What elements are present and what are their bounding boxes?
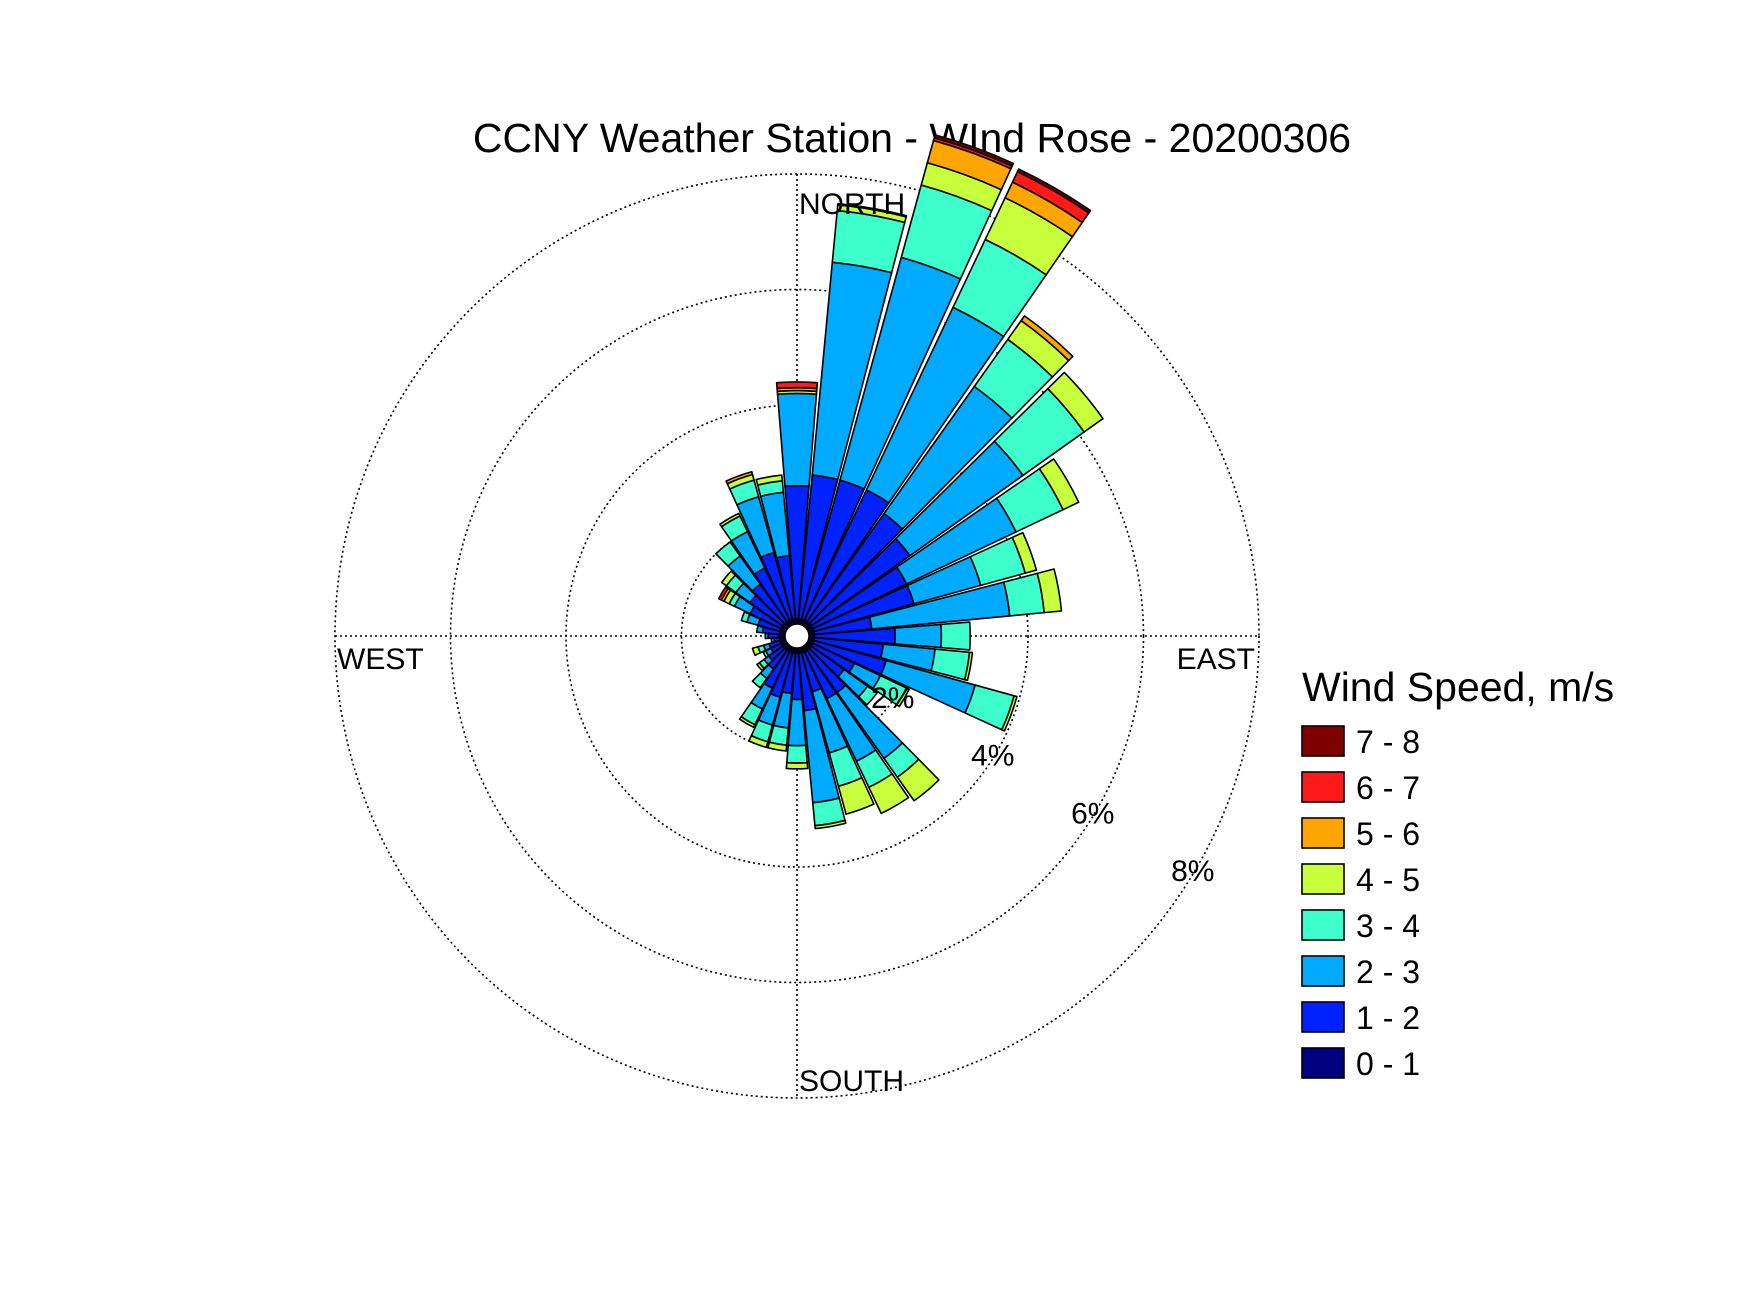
ring-label-4: 4% [971,740,1014,773]
bar-segment [740,611,751,623]
bar-segment [751,672,768,689]
bar-segment [751,645,762,657]
bar-segment [720,570,737,587]
west-label: WEST [337,643,424,676]
bar-segment [868,773,910,815]
bar-segment [764,632,770,640]
bar-segment [940,621,972,651]
ring-label-2: 2% [871,682,914,715]
legend-swatch [1301,955,1345,987]
bar-segment [756,661,765,672]
bar-segment [785,761,809,770]
bar-segment [1047,371,1104,433]
center-marker [784,623,810,649]
legend-swatch [1301,725,1345,757]
bar-segment [933,134,1015,167]
bar-segment [715,541,741,567]
north-label: NORTH [799,188,905,221]
south-label: SOUTH [799,1065,904,1098]
grid-ring-6 [449,288,1145,984]
wind-rose-bars [715,134,1104,830]
legend-swatch [1301,1001,1345,1033]
bar-segment [776,392,818,488]
bar-segment [738,716,756,729]
bar-segment [1016,168,1092,214]
legend-label: 0 - 1 [1356,1046,1420,1082]
bar-segment [963,651,974,682]
bar-segment [896,687,910,708]
bar-segment [1000,695,1018,732]
bar-segment [1038,458,1080,511]
ring-label-6: 6% [1071,797,1114,830]
bar-segment [786,744,808,764]
bar-segment [836,202,908,218]
legend-title: Wind Speed, m/s [1302,664,1614,710]
legend-label: 6 - 7 [1356,770,1420,806]
legend: Wind Speed, m/s 7 - 8 6 - 7 5 - 6 4 - 5 3 - … [1301,664,1614,1082]
east-label: EAST [1177,643,1255,676]
bar-segment [767,741,788,752]
legend-swatch [1301,817,1345,849]
bar-segment [725,470,754,485]
bar-segment [717,586,729,601]
legend-label: 1 - 2 [1356,1000,1420,1036]
ring-label-8: 8% [1171,855,1214,888]
bar-segment [814,819,847,830]
chart-title: CCNY Weather Station - WInd Rose - 20200… [473,115,1351,161]
legend-label: 7 - 8 [1356,724,1420,760]
bar-segment [719,512,741,528]
bar-segment [894,623,943,649]
bar-segment [1036,568,1063,614]
bar-segment [755,474,784,486]
legend-swatch [1301,771,1345,803]
legend-label: 2 - 3 [1356,954,1420,990]
legend-swatch [1301,1047,1345,1079]
legend-swatch [1301,863,1345,895]
bar-segment [748,734,769,749]
legend-label: 4 - 5 [1356,862,1420,898]
legend-label: 5 - 6 [1356,816,1420,852]
bar-segment [1011,531,1038,574]
legend-swatch [1301,909,1345,941]
bar-segment [896,758,940,802]
bar-segment [1020,315,1074,362]
legend-label: 3 - 4 [1356,908,1420,944]
bar-segment [857,685,878,706]
bar-segment [837,776,875,815]
bar-segment [775,381,819,390]
